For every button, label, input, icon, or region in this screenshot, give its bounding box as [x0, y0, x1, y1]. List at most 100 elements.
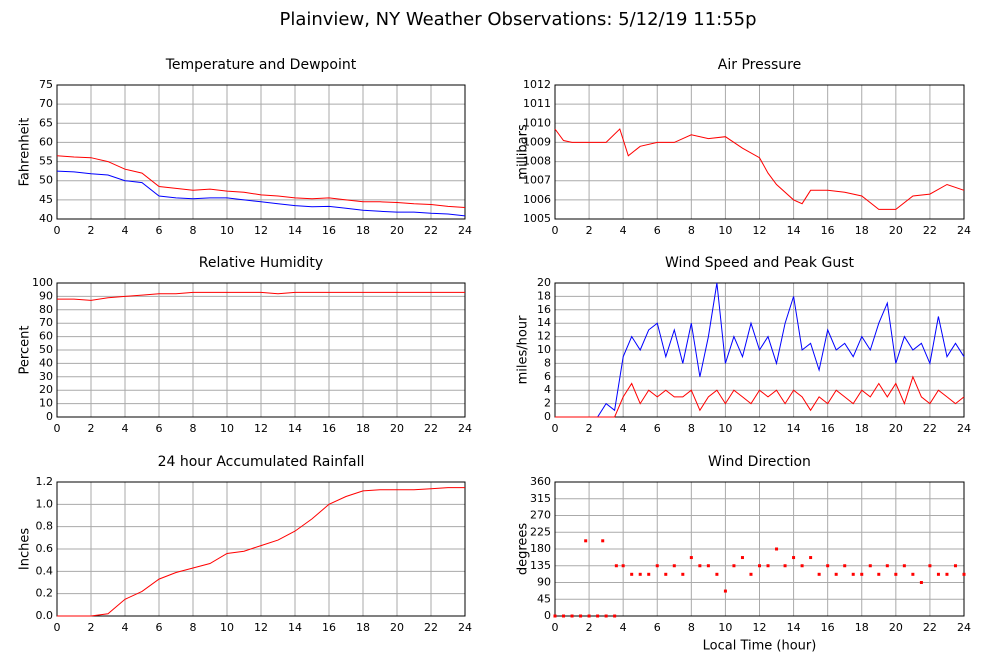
x-tick-label: 10	[220, 621, 234, 634]
panel-title: Temperature and Dewpoint	[165, 57, 357, 73]
x-tick-label: 10	[718, 621, 732, 634]
point	[584, 539, 588, 543]
x-tick-label: 6	[156, 621, 163, 634]
y-tick-label: 1011	[523, 97, 551, 110]
y-tick-label: 0	[46, 410, 53, 423]
x-tick-label: 0	[54, 621, 61, 634]
y-tick-label: 80	[39, 303, 53, 316]
point	[962, 572, 966, 576]
x-tick-label: 12	[753, 621, 767, 634]
y-tick-label: 65	[39, 116, 53, 129]
point	[911, 572, 915, 576]
point	[783, 564, 787, 568]
point	[953, 564, 957, 568]
y-tick-label: 0.8	[36, 520, 54, 533]
y-tick-label: 10	[537, 343, 551, 356]
x-tick-label: 2	[586, 224, 593, 237]
point	[672, 564, 676, 568]
y-tick-label: 55	[39, 155, 53, 168]
point	[604, 614, 608, 618]
y-tick-label: 16	[537, 303, 551, 316]
series-line	[57, 487, 465, 617]
y-tick-label: 75	[39, 78, 53, 91]
x-tick-label: 18	[356, 621, 370, 634]
x-tick-label: 24	[458, 224, 472, 237]
plot-frame	[554, 84, 965, 220]
point	[936, 572, 940, 576]
point	[613, 614, 617, 618]
y-tick-label: 12	[537, 330, 551, 343]
x-tick-label: 24	[957, 621, 971, 634]
y-tick-label: 135	[530, 559, 551, 572]
y-tick-label: 70	[39, 97, 53, 110]
x-tick-label: 4	[620, 422, 627, 435]
point	[553, 614, 557, 618]
y-tick-label: 20	[39, 383, 53, 396]
x-axis-label: Local Time (hour)	[703, 639, 817, 654]
y-axis-label: Fahrenheit	[18, 118, 33, 187]
y-axis-label: miles/hour	[516, 315, 531, 384]
y-tick-label: 0.4	[36, 564, 54, 577]
x-tick-label: 0	[54, 422, 61, 435]
point	[587, 614, 591, 618]
x-tick-label: 12	[254, 224, 268, 237]
x-tick-label: 8	[190, 621, 197, 634]
y-tick-label: 180	[530, 542, 551, 555]
point	[698, 564, 702, 568]
y-tick-label: 0.0	[36, 609, 54, 622]
x-tick-label: 22	[923, 224, 937, 237]
x-tick-label: 16	[821, 621, 835, 634]
x-tick-label: 16	[322, 224, 336, 237]
y-tick-label: 8	[544, 356, 551, 369]
x-tick-label: 20	[889, 621, 903, 634]
point	[681, 572, 685, 576]
x-tick-label: 20	[889, 422, 903, 435]
point	[800, 564, 804, 568]
panel-title: Wind Speed and Peak Gust	[665, 255, 854, 271]
x-tick-label: 18	[356, 224, 370, 237]
x-tick-label: 20	[390, 621, 404, 634]
x-tick-label: 14	[787, 422, 801, 435]
y-axis-label: degrees	[516, 523, 531, 576]
x-tick-label: 18	[356, 422, 370, 435]
series-line	[555, 375, 965, 418]
x-tick-label: 22	[923, 422, 937, 435]
point	[614, 564, 618, 568]
point	[601, 539, 605, 543]
y-tick-label: 70	[39, 316, 53, 329]
y-tick-label: 0.2	[36, 587, 54, 600]
point	[843, 564, 847, 568]
y-tick-label: 45	[39, 193, 53, 206]
x-tick-label: 24	[458, 621, 472, 634]
x-tick-label: 24	[458, 422, 472, 435]
y-tick-label: 10	[39, 397, 53, 410]
x-tick-label: 14	[787, 224, 801, 237]
point	[885, 564, 889, 568]
y-tick-label: 40	[39, 212, 53, 225]
x-tick-label: 22	[424, 422, 438, 435]
y-tick-label: 0	[544, 609, 551, 622]
y-tick-label: 14	[537, 316, 551, 329]
y-tick-label: 0.6	[36, 542, 54, 555]
x-tick-label: 12	[753, 224, 767, 237]
point	[740, 556, 744, 560]
point	[792, 556, 796, 560]
x-tick-label: 18	[855, 621, 869, 634]
x-tick-label: 2	[586, 621, 593, 634]
x-tick-label: 22	[424, 621, 438, 634]
point	[945, 572, 949, 576]
point	[655, 564, 659, 568]
x-tick-label: 16	[821, 224, 835, 237]
point	[775, 547, 779, 551]
y-tick-label: 90	[537, 576, 551, 589]
y-tick-label: 90	[39, 289, 53, 302]
x-tick-label: 4	[620, 224, 627, 237]
panel-title: 24 hour Accumulated Rainfall	[158, 454, 365, 470]
y-tick-label: 225	[530, 525, 551, 538]
x-tick-label: 4	[620, 621, 627, 634]
y-tick-label: 4	[544, 383, 551, 396]
y-tick-label: 1.2	[36, 475, 54, 488]
point	[860, 572, 864, 576]
y-axis-label: Percent	[18, 326, 33, 375]
